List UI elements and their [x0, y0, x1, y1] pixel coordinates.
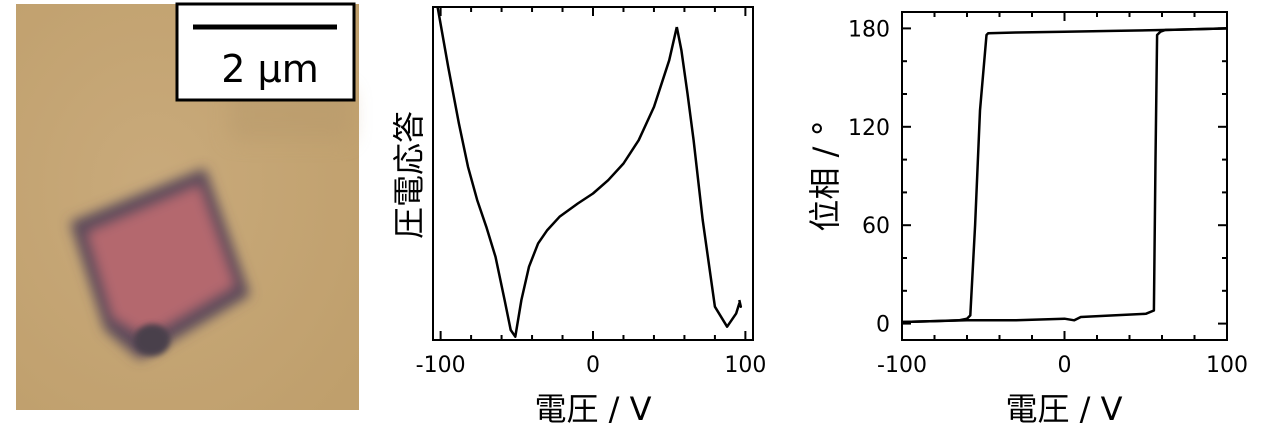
phase-x-tick-label: -100	[877, 353, 927, 378]
phase-series-line-2	[901, 27, 1228, 324]
phase-x-tick-label: 100	[1206, 353, 1248, 378]
crystal-defect	[134, 324, 170, 356]
phase-chart: -100 0 100 0 60 120 180 電圧 / V 位相 / °	[806, 11, 1248, 428]
piezo-x-ticks	[439, 7, 747, 340]
phase-series-line-1	[901, 27, 1228, 324]
piezo-plot-frame	[432, 6, 754, 341]
piezo-series-line-2	[675, 26, 743, 328]
phase-plot-frame	[901, 11, 1228, 341]
piezo-x-tick-label: 100	[724, 353, 766, 378]
phase-y-tick-label: 0	[876, 313, 890, 338]
phase-y-tick-labels: 0 60 120 180	[848, 17, 890, 337]
piezo-response-chart: -100 0 100 電圧 / V 圧電応答	[390, 6, 767, 428]
scale-bar-label: 2 µm	[221, 47, 318, 91]
micrograph-panel: 2 µm	[16, 2, 359, 410]
crystal-face	[86, 184, 236, 338]
phase-y-axis-label: 位相 / °	[806, 120, 844, 231]
phase-y-tick-label: 120	[848, 116, 890, 141]
piezo-series-line-1	[436, 6, 679, 338]
piezo-x-tick-label: -100	[416, 353, 466, 378]
piezo-y-axis-label: 圧電応答	[390, 111, 428, 239]
piezo-x-tick-label: 0	[586, 353, 600, 378]
phase-series-group	[901, 27, 1228, 324]
phase-x-tick-labels: -100 0 100	[877, 353, 1248, 378]
scale-bar-box: 2 µm	[175, 2, 356, 102]
piezo-x-axis-label: 電圧 / V	[534, 390, 651, 428]
phase-x-tick-label: 0	[1058, 353, 1072, 378]
phase-y-ticks	[902, 27, 1227, 325]
phase-x-ticks	[901, 12, 1228, 340]
phase-y-tick-label: 60	[862, 214, 890, 239]
piezo-x-tick-labels: -100 0 100	[416, 353, 767, 378]
phase-y-tick-label: 180	[848, 17, 890, 42]
phase-x-axis-label: 電圧 / V	[1005, 390, 1122, 428]
piezo-series-group	[436, 6, 743, 338]
